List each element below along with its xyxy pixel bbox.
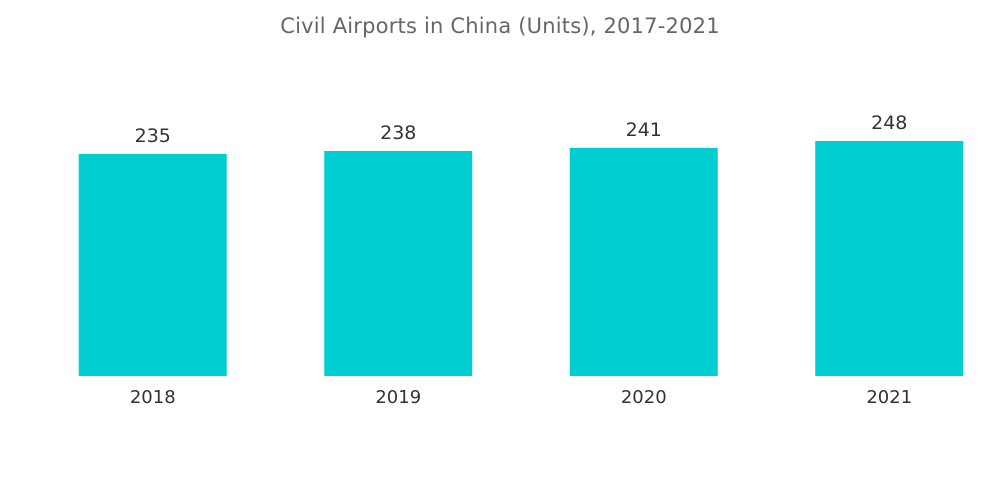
bar-2021 — [815, 141, 964, 376]
chart-title: Civil Airports in China (Units), 2017-20… — [280, 14, 720, 38]
data-label-2020: 241 — [626, 119, 662, 141]
x-tick-label-2021: 2021 — [866, 387, 912, 408]
bar-2020 — [569, 148, 718, 376]
bars-group — [78, 141, 964, 376]
x-tick-label-2020: 2020 — [621, 387, 667, 408]
x-tick-label-2018: 2018 — [130, 387, 176, 408]
data-label-2021: 248 — [871, 112, 907, 134]
bar-2019 — [324, 151, 473, 376]
x-tick-label-2019: 2019 — [375, 387, 421, 408]
data-label-2018: 235 — [135, 125, 171, 147]
x-axis-ticks: 2018 2019 2020 2021 — [130, 387, 912, 408]
data-label-2019: 238 — [380, 122, 416, 144]
data-labels-group: 235 238 241 248 — [135, 112, 908, 147]
bar-2018 — [78, 154, 227, 376]
